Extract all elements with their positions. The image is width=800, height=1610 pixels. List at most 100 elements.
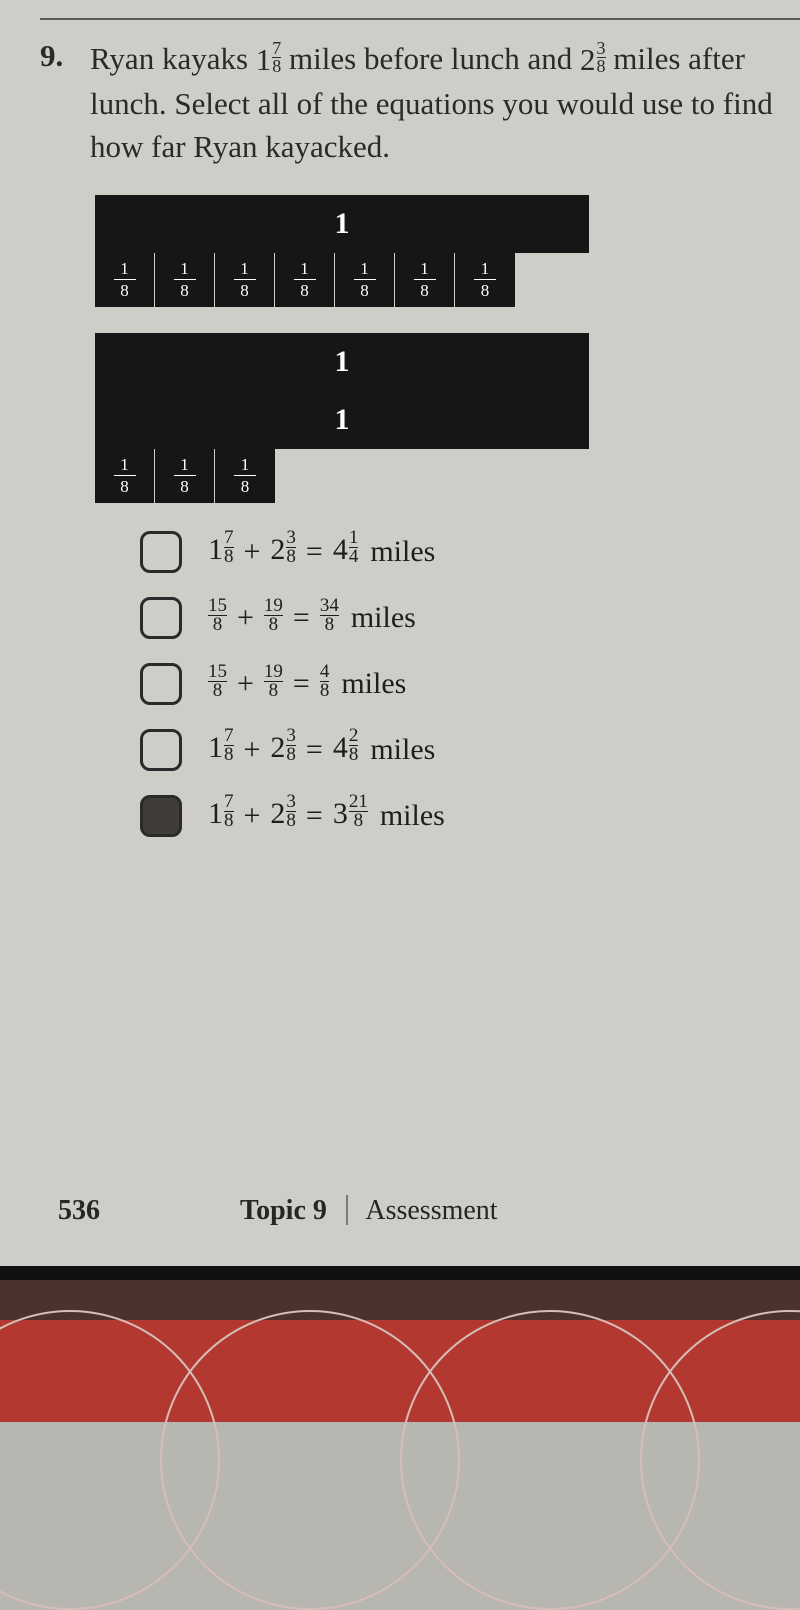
question-number: 9. [40,38,80,169]
fraction-numerator: 1 [349,530,359,546]
option-expression: 1 7 8 + 2 3 8 = 4 2 8 miles [208,732,435,767]
equals-sign: = [306,733,323,767]
fraction-denominator: 8 [349,747,359,763]
eighth-cell: 18 [335,253,395,307]
answer-option: 1 7 8 + 2 3 8 = 3 21 8 miles [140,795,800,837]
checkbox[interactable] [140,795,182,837]
eighth-cell: 18 [455,253,515,307]
answer-options: 1 7 8 + 2 3 8 = 4 1 4 miles 15 8 + 19 8 [140,531,800,837]
top-rule [40,18,800,20]
fraction-stack: 19 8 [264,598,283,633]
fraction-stack: 7 8 [224,728,234,763]
fraction-denominator: 8 [320,683,330,699]
whole-bar: 1 [95,195,589,253]
equals-sign: = [306,535,323,569]
checkbox[interactable] [140,663,182,705]
fraction-stack: 4 8 [320,664,330,699]
fraction-numerator: 4 [320,664,330,680]
fraction-strip-diagram-1: 1 18181818181818 [95,195,800,307]
fraction-whole: 2 [270,533,285,567]
fraction-whole: 4 [333,533,348,567]
whole-bar: 1 [95,391,589,449]
eighths-row: 181818 [95,449,800,503]
checkbox[interactable] [140,597,182,639]
fraction-strip-diagram-2: 1 1 181818 [95,333,800,503]
fraction-numerator: 15 [208,664,227,680]
equals-sign: = [306,799,323,833]
fraction-denominator: 8 [325,617,335,633]
fraction-numerator: 7 [224,728,234,744]
section-label: Assessment [365,1195,497,1226]
fraction-numerator: 7 [224,530,234,546]
fraction-denominator: 8 [213,683,223,699]
fraction-numerator: 15 [208,598,227,614]
fraction-whole: 2 [580,39,596,82]
fraction-denominator: 8 [354,813,364,829]
topic-label: Topic 9 [240,1195,327,1226]
unit-label: miles [370,535,435,569]
fraction-denominator: 8 [269,683,279,699]
checkbox[interactable] [140,531,182,573]
fraction-whole: 3 [333,797,348,831]
fraction-whole: 1 [256,39,272,82]
fraction-denominator: 8 [286,549,296,565]
fraction-stack: 7 8 [224,530,234,565]
divider [346,1195,348,1225]
fraction-stack: 21 8 [349,794,368,829]
bottom-border-black [0,1266,800,1280]
fraction-whole: 2 [270,731,285,765]
plus-sign: + [237,601,254,635]
fraction-numerator: 2 [349,728,359,744]
fraction-denominator: 8 [224,549,234,565]
eighth-cell: 18 [155,253,215,307]
fraction-denominator: 8 [272,59,281,74]
fraction-whole: 1 [208,731,223,765]
fraction-whole: 2 [270,797,285,831]
fraction-denominator: 8 [286,813,296,829]
topic-label-group: Topic 9 Assessment [240,1195,498,1228]
fraction-numerator: 7 [272,41,281,56]
mixed-fraction: 1 7 8 [208,730,234,765]
fraction-numerator: 7 [224,794,234,810]
answer-option: 1 7 8 + 2 3 8 = 4 2 8 miles [140,729,800,771]
q-text-part: miles before lunch and [289,41,580,76]
checkbox[interactable] [140,729,182,771]
bottom-border-dark [0,1280,800,1320]
whole-bar: 1 [95,333,589,391]
fraction-numerator: 34 [320,598,339,614]
fraction-stack: 2 8 [349,728,359,763]
eighth-cell: 18 [155,449,215,503]
mixed-fraction: 2 3 8 [580,39,606,82]
fraction-denominator: 8 [224,747,234,763]
fraction-stack: 7 8 [272,41,281,75]
fraction-denominator: 8 [286,747,296,763]
mixed-fraction: 2 3 8 [270,796,296,831]
fraction-denominator: 8 [213,617,223,633]
fraction-whole: 1 [208,797,223,831]
equals-sign: = [293,601,310,635]
option-expression: 1 7 8 + 2 3 8 = 4 1 4 miles [208,534,435,569]
question-block: 9. Ryan kayaks 1 7 8 miles before lunch … [40,38,800,169]
q-text-part: Ryan kayaks [90,41,256,76]
fraction-stack: 34 8 [320,598,339,633]
fraction-denominator: 8 [269,617,279,633]
mixed-fraction: 2 3 8 [270,532,296,567]
page: 9. Ryan kayaks 1 7 8 miles before lunch … [0,0,800,1270]
fraction-stack: 3 8 [286,728,296,763]
eighth-cell: 18 [215,449,275,503]
mixed-fraction: 4 1 4 [333,532,359,567]
eighth-cell: 18 [215,253,275,307]
fraction-stack: 3 8 [597,41,606,75]
fraction-numerator: 3 [286,728,296,744]
fraction-numerator: 3 [286,794,296,810]
mixed-fraction: 3 21 8 [333,796,368,831]
decorative-arc [640,1310,800,1610]
plus-sign: + [237,667,254,701]
fraction-numerator: 3 [286,530,296,546]
fraction-numerator: 3 [597,41,606,56]
eighth-cell: 18 [95,449,155,503]
question-text: Ryan kayaks 1 7 8 miles before lunch and… [90,38,790,169]
fraction-numerator: 19 [264,598,283,614]
fraction-stack: 1 4 [349,530,359,565]
answer-option: 15 8 + 19 8 = 4 8 miles [140,663,800,705]
